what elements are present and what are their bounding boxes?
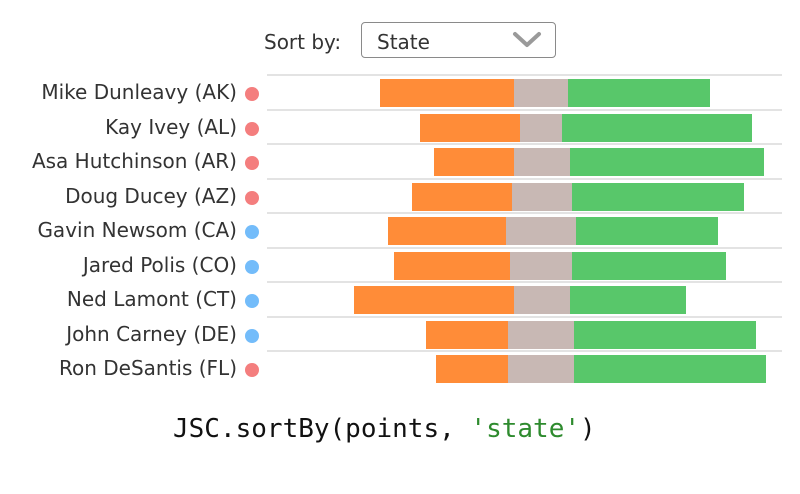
bar-segment-tan[interactable]	[520, 113, 562, 142]
bar-segment-tan[interactable]	[508, 355, 574, 383]
republican-party-dot-icon	[245, 121, 259, 136]
bar-segment-tan[interactable]	[510, 251, 572, 280]
democrat-party-dot-icon	[245, 225, 259, 239]
bar-segment-orange[interactable]	[394, 251, 510, 280]
chart-row: Gavin Newsom (CA)	[0, 212, 800, 247]
bar-segment-orange[interactable]	[420, 113, 520, 142]
chart-row: John Carney (DE)	[0, 315, 800, 351]
code-snippet: JSC.sortBy(points, 'state')	[173, 414, 596, 444]
bar-segment-green[interactable]	[568, 79, 710, 107]
bar-segment-tan[interactable]	[506, 217, 576, 245]
gridline	[267, 108, 782, 111]
chevron-down-icon	[513, 32, 541, 47]
bar-segment-orange[interactable]	[388, 217, 506, 245]
gridline	[267, 246, 782, 249]
bar-segment-tan[interactable]	[512, 182, 572, 211]
gridline	[267, 212, 782, 214]
republican-party-dot-icon	[245, 156, 259, 170]
chart-row: Kay Ivey (AL)	[0, 108, 800, 144]
gridline	[267, 315, 782, 318]
row-label: Asa Hutchinson (AR)	[31, 149, 237, 173]
row-label: Gavin Newsom (CA)	[37, 218, 237, 242]
democrat-party-dot-icon	[245, 259, 259, 274]
gridline	[267, 74, 782, 76]
democrat-party-dot-icon	[245, 328, 259, 343]
bar-segment-tan[interactable]	[514, 79, 568, 107]
chart-row: Ron DeSantis (FL)	[0, 350, 800, 385]
bar-segment-green[interactable]	[576, 217, 718, 245]
bar-segment-orange[interactable]	[426, 320, 508, 349]
bar-segment-tan[interactable]	[514, 148, 570, 176]
bar-segment-tan[interactable]	[514, 286, 570, 314]
bar-segment-tan[interactable]	[508, 320, 574, 349]
bar-segment-green[interactable]	[572, 182, 744, 211]
democrat-party-dot-icon	[245, 294, 259, 308]
bar-segment-green[interactable]	[572, 251, 726, 280]
republican-party-dot-icon	[245, 363, 259, 377]
bar-segment-orange[interactable]	[434, 148, 514, 176]
chart-row: Jared Polis (CO)	[0, 246, 800, 282]
code-prefix: JSC.sortBy(points,	[173, 414, 471, 444]
row-label: Jared Polis (CO)	[82, 252, 237, 277]
chart-row: Mike Dunleavy (AK)	[0, 74, 800, 109]
bar-segment-green[interactable]	[570, 148, 764, 176]
gridline	[267, 281, 782, 283]
gridline	[267, 143, 782, 145]
row-label: Mike Dunleavy (AK)	[41, 80, 237, 104]
chart-row: Asa Hutchinson (AR)	[0, 143, 800, 178]
row-label: Ned Lamont (CT)	[66, 287, 237, 311]
republican-party-dot-icon	[245, 190, 259, 205]
row-label: Kay Ivey (AL)	[105, 114, 237, 139]
bar-segment-green[interactable]	[570, 286, 686, 314]
bar-segment-orange[interactable]	[354, 286, 514, 314]
republican-party-dot-icon	[245, 87, 259, 101]
bar-segment-orange[interactable]	[380, 79, 514, 107]
gridline	[267, 177, 782, 180]
bar-segment-green[interactable]	[574, 355, 766, 383]
chart-row: Doug Ducey (AZ)	[0, 177, 800, 213]
row-label: John Carney (DE)	[66, 321, 237, 346]
code-string-arg: 'state'	[470, 414, 580, 444]
sort-by-select[interactable]: State	[361, 22, 556, 58]
row-label: Ron DeSantis (FL)	[58, 356, 237, 380]
gridline	[267, 350, 782, 352]
bar-segment-orange[interactable]	[412, 182, 512, 211]
bar-segment-orange[interactable]	[436, 355, 508, 383]
code-suffix: )	[580, 414, 596, 444]
sort-by-label: Sort by:	[264, 30, 342, 54]
bar-segment-green[interactable]	[574, 320, 756, 349]
chart-row: Ned Lamont (CT)	[0, 281, 800, 316]
sort-by-value: State	[377, 30, 430, 54]
bar-segment-green[interactable]	[562, 113, 752, 142]
row-label: Doug Ducey (AZ)	[65, 183, 237, 208]
